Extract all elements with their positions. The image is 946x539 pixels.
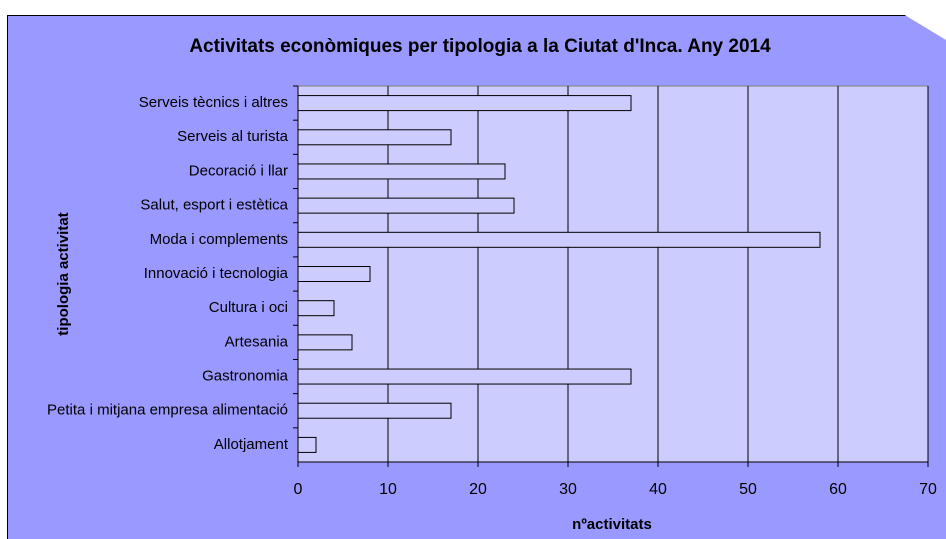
bar [297, 129, 452, 146]
y-tick-label: Moda i complements [150, 231, 288, 248]
y-axis-label: tipologia activitat [55, 212, 72, 335]
x-tick-label: 50 [739, 481, 757, 498]
bar [297, 163, 506, 180]
x-tick-label: 60 [829, 481, 847, 498]
x-tick-label: 20 [469, 481, 487, 498]
y-tick-label: Cultura i oci [209, 299, 288, 316]
y-tick-label: Innovació i tecnologia [144, 265, 289, 282]
y-tick-label: Decoració i llar [189, 162, 288, 179]
x-tick-label: 10 [379, 481, 397, 498]
x-tick-label: 30 [559, 481, 577, 498]
bar [297, 300, 335, 317]
chart-title: Activitats econòmiques per tipologia a l… [189, 36, 771, 57]
bar [297, 231, 821, 248]
plot-area [297, 85, 929, 463]
y-tick-label: Petita i mitjana empresa alimentació [47, 402, 288, 419]
y-tick-label: Serveis al turista [177, 128, 289, 145]
y-tick-label: Salut, esport i estètica [140, 197, 288, 214]
x-axis-label: nºactivitats [572, 516, 652, 533]
x-tick-label: 70 [919, 481, 937, 498]
x-tick-label: 40 [649, 481, 667, 498]
y-tick-label: Serveis tècnics i altres [139, 94, 288, 111]
y-tick-label: Gastronomia [202, 368, 289, 385]
bar [297, 266, 371, 282]
bar [297, 334, 353, 351]
bar [297, 197, 515, 214]
page-corner [880, 0, 946, 40]
bar [297, 95, 632, 112]
y-tick-label: Artesania [225, 333, 289, 350]
bar [297, 402, 452, 419]
y-tick-label: Allotjament [214, 436, 289, 453]
bar [297, 436, 317, 453]
bar [297, 368, 632, 385]
x-tick-label: 0 [294, 481, 303, 498]
